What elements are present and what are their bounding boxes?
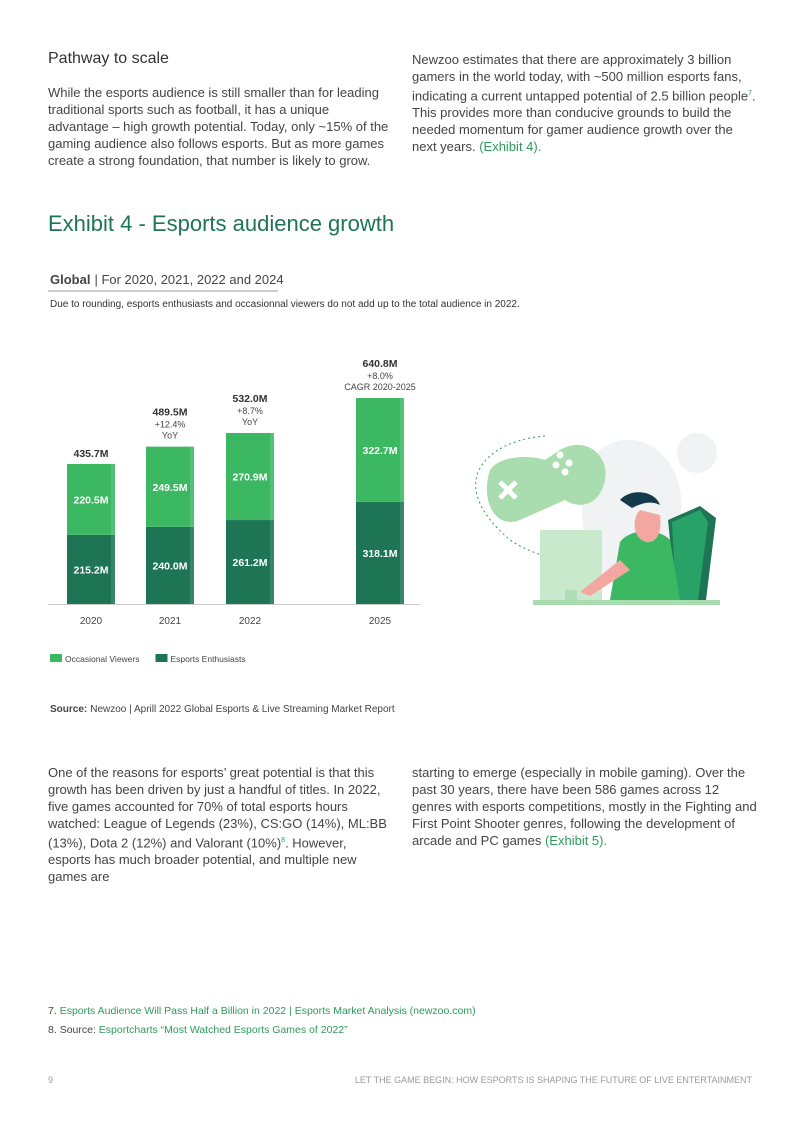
paragraph: One of the reasons for esports’ great po… [48,764,388,885]
title-bold: Global [50,272,90,287]
exhibit-title: Exhibit 4 - Esports audience growth [48,211,395,236]
value-label: 215.2M [73,564,108,576]
paragraph: Newzoo estimates that there are approxim… [412,51,757,155]
x-tick-label: 2021 [159,616,182,627]
note: Due to rounding, esports enthusiasts and… [50,299,520,310]
chart-title: Global | For 2020, 2021, 2022 and 2024 [50,272,284,287]
bar-segment [356,501,404,604]
bar-edge [270,520,274,604]
footnote-prefix: Source: [59,1024,99,1036]
bar-segment [67,534,115,604]
link[interactable]: (Exhibit 4). [479,139,542,155]
value-label: 261.2M [232,557,267,569]
footnote: 7. Esports Audience Will Pass Half a Bil… [48,1005,476,1017]
total-label: 489.5M [152,407,187,419]
source-label: Source: [50,704,87,715]
bar-edge [400,501,404,604]
total-label: 435.7M [73,448,108,460]
bar-edge [400,398,404,502]
x-tick-label: 2025 [369,616,392,627]
value-label: 322.7M [362,445,397,457]
illustration [475,433,720,605]
growth-label: +12.4% [155,420,186,430]
growth-basis: YoY [162,431,178,441]
bar-segment [67,463,115,535]
footnote-link[interactable]: Esports Audience Will Pass Half a Billio… [59,1005,476,1017]
chart: Global | For 2020, 2021, 2022 and 2024 Du… [48,272,720,715]
growth-label: +8.7% [237,406,263,416]
text: Newzoo estimates that there are approxim… [412,52,749,104]
source-text: Newzoo | Aprill 2022 Global Esports & Li… [90,704,395,715]
x-tick-label: 2022 [239,616,262,627]
legend-swatch [50,654,62,662]
bar-segment [356,398,404,502]
legend-label: Esports Enthusiasts [171,654,246,664]
bar-edge [111,534,115,604]
growth-basis: YoY [242,417,258,427]
growth-basis: CAGR 2020-2025 [344,382,416,392]
source: Source: Newzoo | Aprill 2022 Global Espor… [50,704,395,715]
bar-segment [226,520,274,604]
heading: Pathway to scale [48,50,169,67]
bar-edge [190,446,194,527]
legend-label: Occasional Viewers [65,654,140,664]
footnote-link[interactable]: Esportcharts “Most Watched Esports Games… [98,1024,348,1036]
running-title: LET THE GAME BEGIN: HOW ESPORTS IS SHAPI… [354,1075,752,1085]
value-label: 240.0M [152,560,187,572]
value-label: 220.5M [73,494,108,506]
page-number: 9 [48,1075,54,1085]
footnote-ref: 7 [748,90,752,97]
text: . However, esports has much broader pote… [48,835,357,885]
growth-label: +8.0% [367,371,393,381]
bar-segment [146,446,194,527]
title: | For 2020, 2021, 2022 and 2024 [94,272,283,287]
link[interactable]: (Exhibit 5). [544,833,608,848]
footnote-ref: 8 [281,837,286,844]
text: . This provides more than conducive grou… [412,88,756,155]
value-label: 249.5M [152,482,187,494]
text: starting to emerge (especially in mobile… [412,765,757,848]
footnote: 8. Source: Esportcharts “Most Watched Es… [48,1024,348,1036]
footnote-number: 7. [48,1005,57,1017]
total-label: 640.8M [362,358,397,370]
footnote-number: 8. [48,1024,57,1036]
value-label: 270.9M [232,472,267,484]
value-label: 318.1M [362,548,397,560]
text: One of the reasons for esports’ great po… [48,765,387,851]
x-tick-label: 2020 [80,616,103,627]
legend-swatch [155,654,168,662]
bar-edge [111,463,115,535]
paragraph: While the esports audience is still smal… [48,85,389,168]
total-label: 532.0M [232,393,267,405]
bar-segment [146,526,194,604]
bar-edge [190,526,194,604]
bar-segment [226,432,274,521]
paragraph: starting to emerge (especially in mobile… [412,764,758,849]
bar-edge [270,432,274,521]
